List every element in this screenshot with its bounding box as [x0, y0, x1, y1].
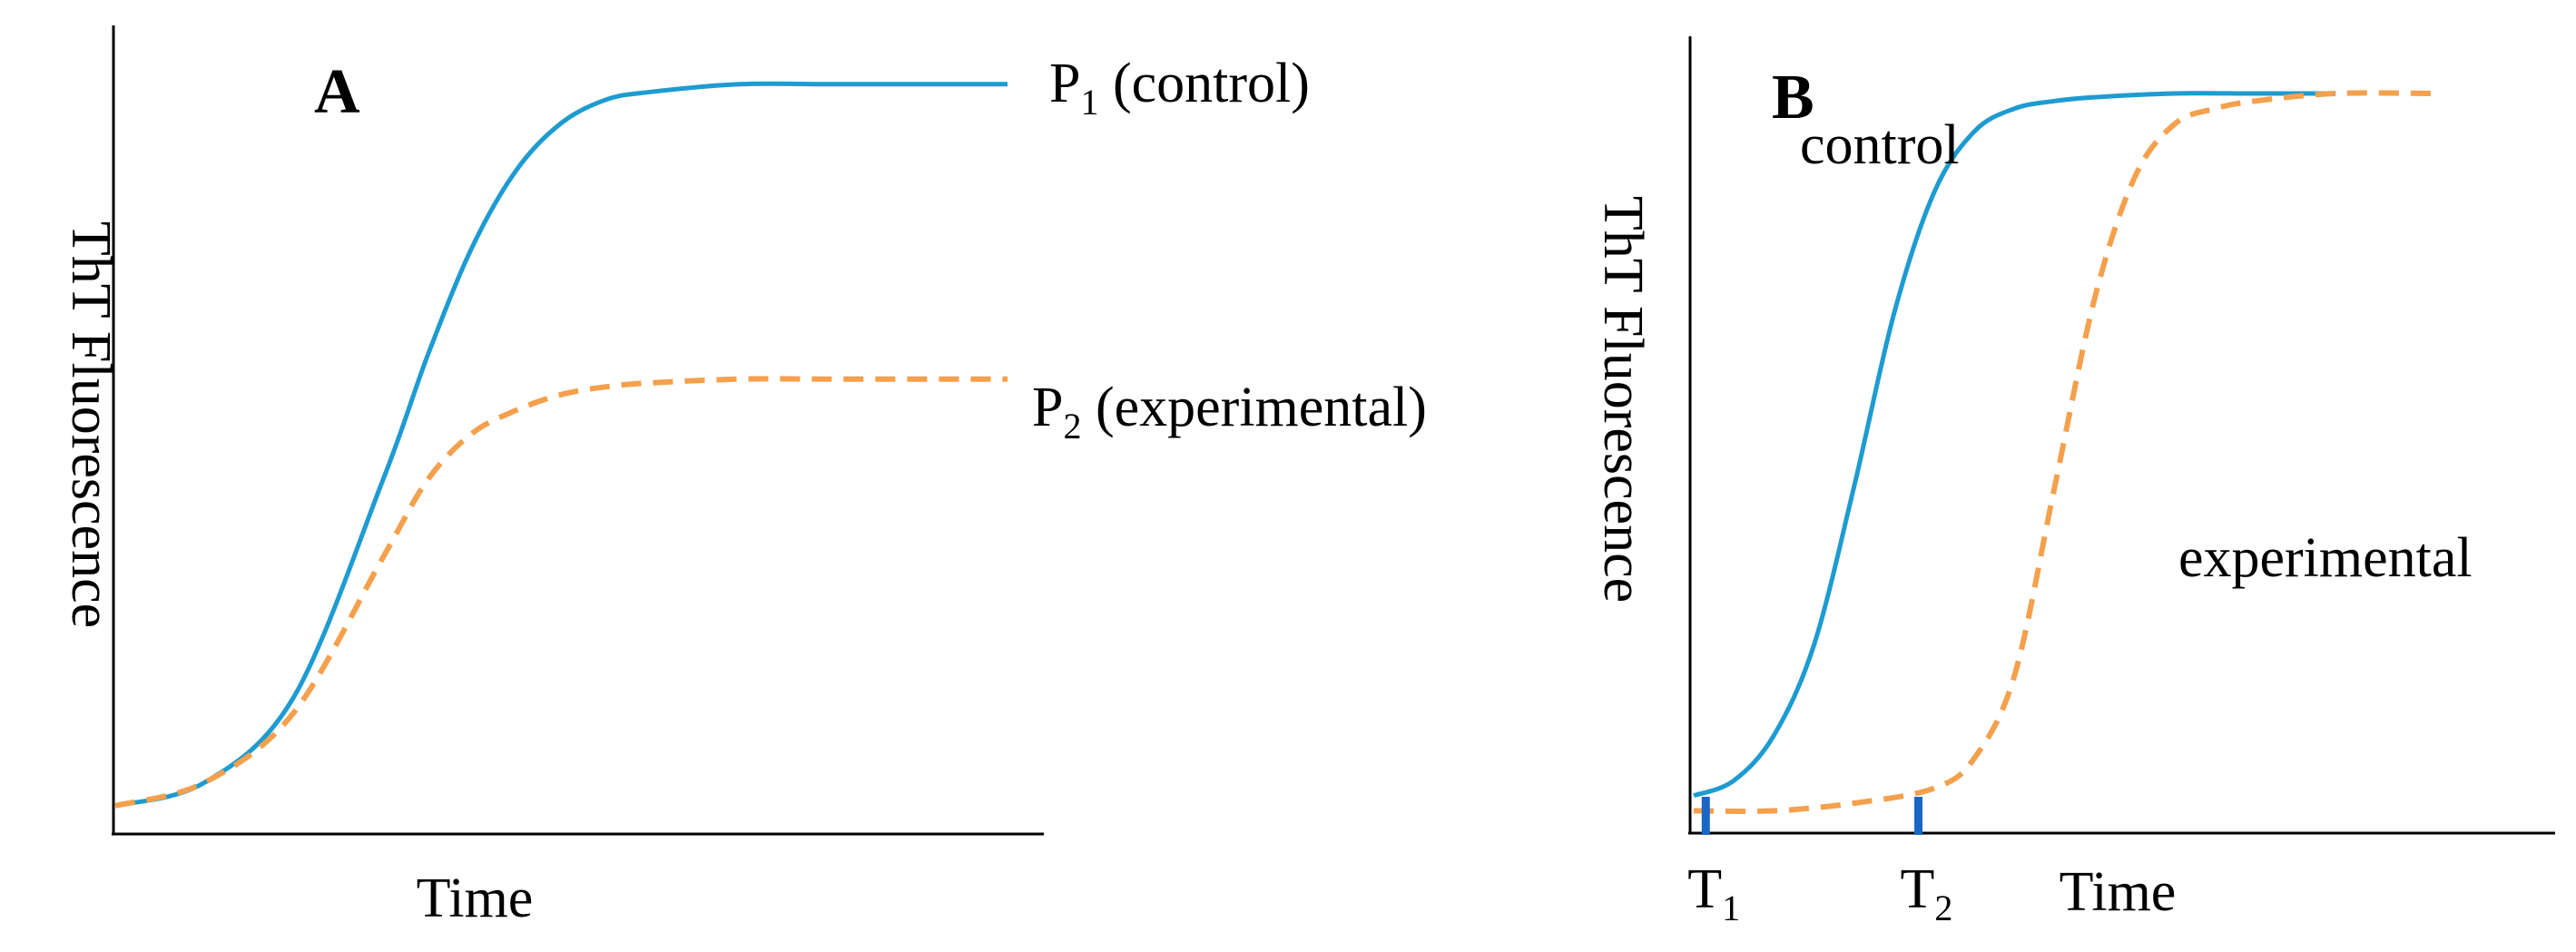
panel-b-series — [1693, 90, 2433, 814]
panel-b-series-label-control: control — [1800, 114, 1960, 176]
panel-b: B ThT Fluorescence Time T1 T2 control exp… — [1592, 36, 2555, 928]
panel-b-time-markers: T1 T2 — [1687, 797, 1952, 928]
panel-a-y-axis-label: ThT Fluorescence — [60, 221, 122, 628]
panel-b-line-control — [1693, 91, 2336, 799]
time-marker-label-2: T2 — [1901, 859, 1953, 928]
panel-b-x-axis-label: Time — [2060, 861, 2177, 923]
time-marker-label-1: T1 — [1687, 859, 1740, 928]
panel-a-line-experimental — [114, 376, 1008, 809]
panel-b-y-axis-label: ThT Fluorescence — [1592, 196, 1654, 603]
panel-label-a: A — [314, 57, 360, 127]
panel-a-series-label-control: P1 (control) — [1049, 53, 1310, 123]
panel-label-b: B — [1772, 63, 1814, 132]
panel-a: A ThT Fluorescence Time P1 (control) P2 … — [60, 25, 1427, 929]
panel-a-line-control — [114, 81, 1008, 809]
panel-a-series — [114, 81, 1008, 809]
panel-b-series-label-experimental: experimental — [2178, 527, 2473, 589]
panel-b-line-experimental — [1693, 90, 2433, 814]
panel-a-series-label-experimental: P2 (experimental) — [1032, 377, 1427, 447]
panel-a-x-axis-label: Time — [417, 868, 534, 929]
